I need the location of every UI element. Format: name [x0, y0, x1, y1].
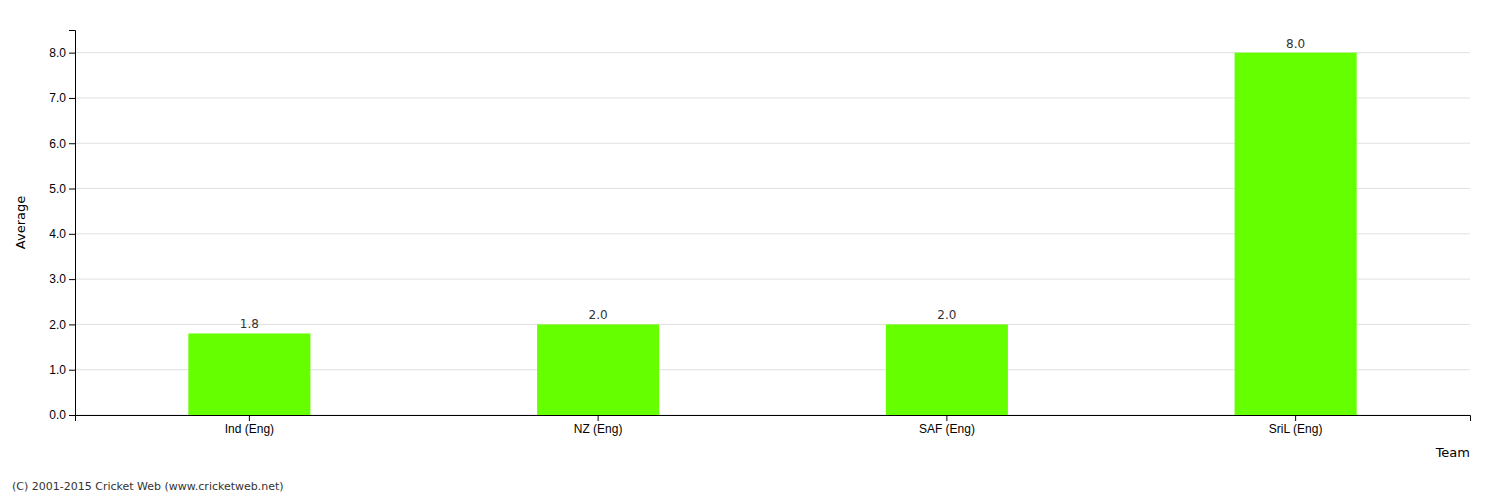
y-tick-label: 0.0: [49, 408, 66, 422]
x-tick-label: SriL (Eng): [1269, 422, 1323, 436]
x-tick-mark: [598, 415, 599, 421]
x-tick: Ind (Eng): [225, 415, 274, 436]
data-label: 8.0: [1286, 37, 1305, 51]
y-tick-label: 6.0: [49, 137, 66, 151]
x-axis: Ind (Eng) NZ (Eng) SAF (Eng) SriL (Eng): [76, 415, 1471, 436]
y-tick-label: 5.0: [49, 182, 66, 196]
y-tick: 4.0: [49, 227, 75, 241]
y-tick: 7.0: [49, 91, 75, 105]
x-tick: SriL (Eng): [1269, 415, 1323, 436]
y-tick-label: 8.0: [49, 46, 66, 60]
y-tick-label: 1.0: [49, 363, 66, 377]
y-tick: 2.0: [49, 318, 75, 332]
data-label: 2.0: [937, 308, 956, 322]
bar: [1235, 53, 1357, 415]
x-tick-label: NZ (Eng): [574, 422, 623, 436]
footer-text: (C) 2001-2015 Cricket Web (www.cricketwe…: [12, 480, 284, 493]
x-tick-mark: [249, 415, 250, 421]
x-tick-label: Ind (Eng): [225, 422, 274, 436]
y-axis-line: [69, 31, 76, 416]
y-tick: 6.0: [49, 137, 75, 151]
data-labels: 1.8 2.0 2.0 8.0: [240, 37, 1305, 332]
y-axis: 0.0 1.0 2.0 3.0 4.0 5.0 6.0 7.0 8.0: [49, 31, 75, 423]
y-tick: 3.0: [49, 272, 75, 286]
y-tick-mark: [69, 234, 75, 235]
y-tick-label: 3.0: [49, 272, 66, 286]
y-tick-label: 4.0: [49, 227, 66, 241]
data-label: 2.0: [589, 308, 608, 322]
bars: [188, 53, 1356, 415]
bar: [886, 324, 1008, 415]
y-tick: 1.0: [49, 363, 75, 377]
x-tick-mark: [946, 415, 947, 421]
data-label: 1.8: [240, 317, 259, 331]
bar: [537, 324, 659, 415]
plot: 0.0 1.0 2.0 3.0 4.0 5.0 6.0 7.0 8.0 Ind (Eng) NZ (…: [49, 31, 1470, 436]
x-tick-mark: [1295, 415, 1296, 421]
y-tick: 5.0: [49, 182, 75, 196]
y-axis-title: Average: [13, 196, 28, 249]
y-tick: 0.0: [49, 408, 75, 422]
y-tick-mark: [69, 279, 75, 280]
y-tick-label: 7.0: [49, 91, 66, 105]
y-tick-label: 2.0: [49, 318, 66, 332]
x-tick: NZ (Eng): [574, 415, 623, 436]
x-tick: SAF (Eng): [919, 415, 975, 436]
y-tick: 8.0: [49, 46, 75, 60]
y-tick-mark: [69, 98, 75, 99]
y-tick-mark: [69, 189, 75, 190]
x-axis-line: [76, 416, 1471, 422]
bar: [188, 333, 310, 415]
y-tick-mark: [69, 415, 75, 416]
chart: 0.0 1.0 2.0 3.0 4.0 5.0 6.0 7.0 8.0 Ind (Eng) NZ (…: [0, 0, 1500, 500]
y-tick-mark: [69, 370, 75, 371]
x-tick-label: SAF (Eng): [919, 422, 975, 436]
y-tick-mark: [69, 324, 75, 325]
x-axis-title: Team: [1435, 445, 1470, 460]
grid: [75, 53, 1470, 415]
y-tick-mark: [69, 143, 75, 144]
y-tick-mark: [69, 53, 75, 54]
